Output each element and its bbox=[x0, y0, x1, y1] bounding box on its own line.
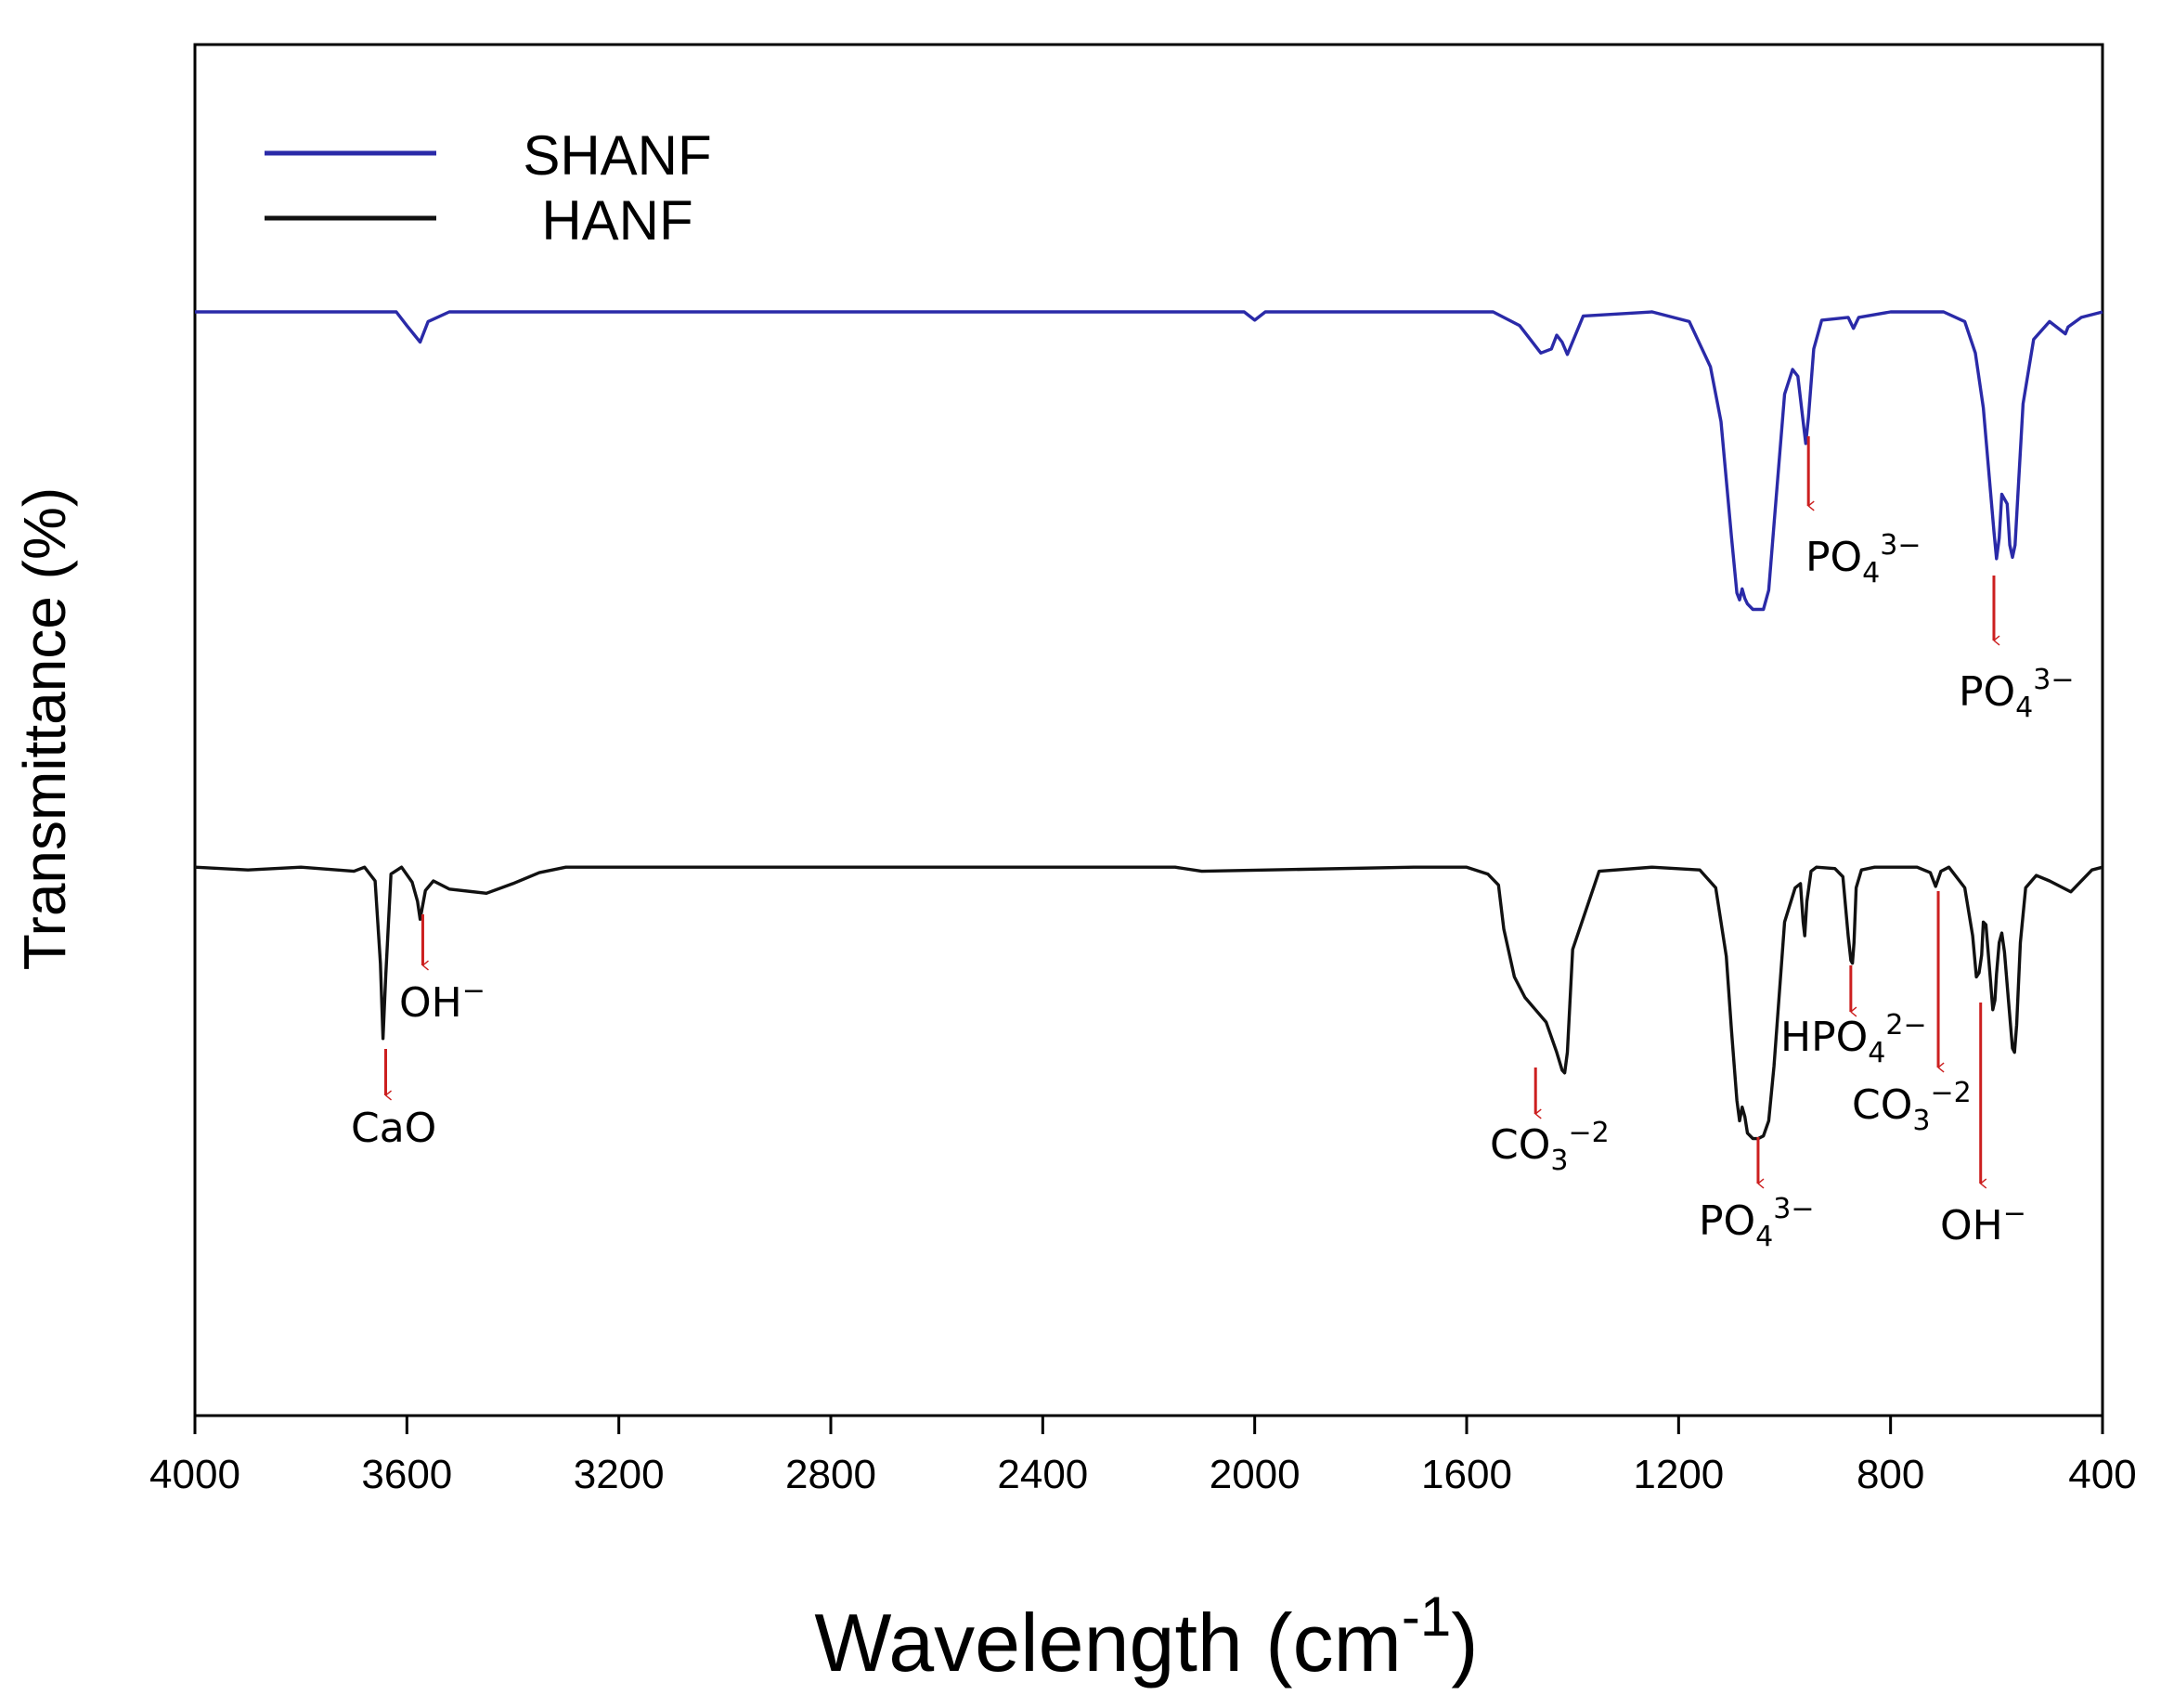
plot-frame bbox=[193, 43, 2104, 1417]
annotation-label-hanf-hpo4-870: HPO42− bbox=[1780, 1009, 1927, 1069]
annotation-superscript: 3− bbox=[2033, 664, 2074, 696]
annotation-subscript: 4 bbox=[2015, 692, 2033, 724]
annotation-base: CO bbox=[1490, 1121, 1550, 1169]
annotation-label-hanf-oh-3570: OH− bbox=[399, 975, 485, 1027]
x-axis-title-main: Wavelength (cm bbox=[814, 1597, 1402, 1689]
x-axis-title-superscript: -1 bbox=[1402, 1585, 1451, 1648]
x-axis-title: Wavelength (cm-1) bbox=[814, 1585, 1478, 1689]
annotation-superscript: 2− bbox=[1885, 1009, 1926, 1042]
annotation-label-hanf-cao: CaO bbox=[351, 1105, 436, 1152]
annotation-label-hanf-co3-1450: CO3−2 bbox=[1490, 1117, 1610, 1177]
annotation-label-shanf-po4-600: PO43− bbox=[1959, 664, 2075, 724]
annotation-base: OH bbox=[399, 979, 462, 1027]
x-tick-label: 2000 bbox=[1210, 1452, 1300, 1497]
annotation-base: PO bbox=[1805, 534, 1862, 581]
annotation-base: OH bbox=[1940, 1202, 2003, 1249]
annotation-base: CO bbox=[1852, 1081, 1912, 1129]
x-tick-label: 3200 bbox=[574, 1452, 665, 1497]
x-tick-label: 400 bbox=[2068, 1452, 2136, 1497]
annotation-label-hanf-co3-710: CO3−2 bbox=[1852, 1077, 1972, 1137]
x-axis-title-close: ) bbox=[1451, 1597, 1478, 1689]
legend-label-shanf: SHANF bbox=[523, 124, 711, 187]
annotation-superscript: −2 bbox=[1930, 1077, 1971, 1109]
annotation-subscript: 3 bbox=[1912, 1105, 1930, 1137]
x-tick-label: 2800 bbox=[785, 1452, 876, 1497]
x-tick-label: 1200 bbox=[1633, 1452, 1724, 1497]
annotation-label-shanf-po4-960: PO43− bbox=[1805, 529, 1922, 589]
x-tick-label: 2400 bbox=[997, 1452, 1088, 1497]
annotation-base: PO bbox=[1959, 668, 2015, 716]
annotation-superscript: −2 bbox=[1568, 1117, 1609, 1149]
x-tick-label: 4000 bbox=[149, 1452, 240, 1497]
annotation-subscript: 4 bbox=[1755, 1221, 1773, 1253]
annotation-base: HPO bbox=[1780, 1014, 1868, 1061]
annotation-subscript: 4 bbox=[1868, 1037, 1885, 1069]
annotation-superscript: − bbox=[462, 975, 485, 1007]
y-axis-title: Transmittance (%) bbox=[11, 487, 78, 970]
plot-area bbox=[193, 43, 2104, 1417]
x-axis-ticks: 4000 3600 3200 2800 2400 2000 1600 1200 800 400 bbox=[149, 1416, 2137, 1497]
x-tick-label: 800 bbox=[1857, 1452, 1924, 1497]
annotation-subscript: 4 bbox=[1862, 557, 1880, 589]
annotation-superscript: − bbox=[2003, 1197, 2026, 1230]
annotation-label-hanf-oh-630: OH− bbox=[1940, 1197, 2026, 1249]
annotation-superscript: 3− bbox=[1773, 1193, 1814, 1225]
x-tick-label: 3600 bbox=[361, 1452, 452, 1497]
series-line-shanf bbox=[195, 310, 2103, 612]
annotation-base: CaO bbox=[351, 1105, 436, 1152]
annotation-label-hanf-po4-1040: PO43− bbox=[1699, 1193, 1815, 1253]
legend-label-hanf: HANF bbox=[541, 189, 692, 252]
annotation-subscript: 3 bbox=[1550, 1145, 1568, 1177]
x-tick-label: 1600 bbox=[1421, 1452, 1512, 1497]
annotation-base: PO bbox=[1699, 1197, 1755, 1245]
annotation-superscript: 3− bbox=[1880, 529, 1921, 562]
